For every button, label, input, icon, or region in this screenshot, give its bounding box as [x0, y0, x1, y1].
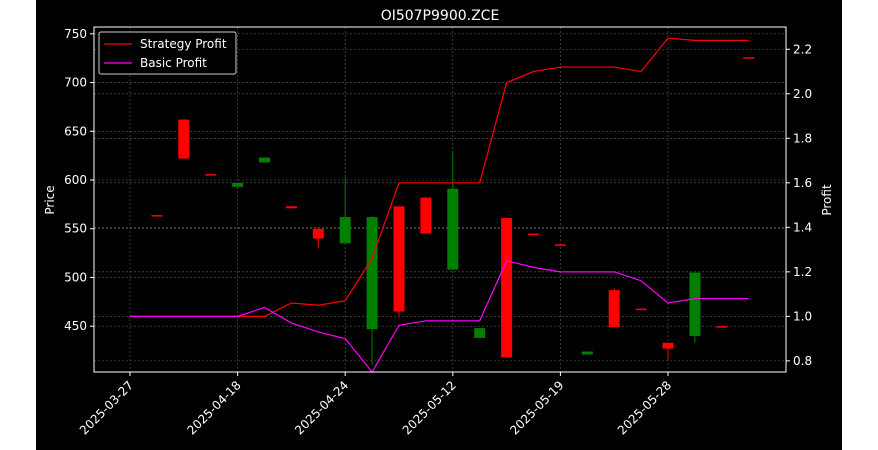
candle-body-14 — [501, 218, 513, 358]
x-tick-label-2: 2025-04-24 — [292, 378, 351, 437]
profit-lines-layer — [130, 37, 749, 374]
left-tick-label-2: 550 — [64, 222, 87, 236]
candle-body-2 — [178, 119, 190, 159]
candle-body-13 — [474, 328, 486, 338]
grid-lines — [94, 27, 786, 372]
right-tick-label-1: 1.0 — [793, 309, 812, 323]
right-tick-label-4: 1.6 — [793, 176, 812, 190]
left-tick-label-6: 750 — [64, 27, 87, 41]
legend: Strategy Profit Basic Profit — [98, 31, 237, 75]
candle-body-15 — [528, 233, 539, 236]
chart-title: OI507P9900.ZCE — [381, 8, 500, 24]
candle-body-9 — [366, 217, 378, 330]
candle-body-7 — [312, 228, 324, 239]
legend-label-strategy: Strategy Profit — [140, 37, 227, 51]
x-axis: 2025-03-27 2025-04-18 2025-04-24 2025-05-12… — [77, 372, 674, 437]
legend-box — [98, 31, 237, 75]
left-tick-label-1: 500 — [64, 270, 87, 284]
right-tick-label-0: 0.8 — [793, 354, 812, 368]
candle-body-1 — [151, 215, 163, 217]
candle-body-19 — [635, 308, 647, 311]
candle-body-5 — [259, 157, 270, 163]
right-tick-label-2: 1.2 — [793, 265, 812, 279]
left-tick-label-4: 650 — [64, 124, 87, 138]
candle-body-10 — [393, 206, 405, 312]
candle-body-21 — [689, 272, 701, 336]
x-tick-label-4: 2025-05-19 — [507, 378, 566, 437]
candle-body-18 — [608, 290, 620, 328]
series-line-0 — [130, 37, 749, 317]
candle-body-20 — [662, 342, 674, 349]
candle-body-22 — [716, 326, 728, 328]
right-tick-label-5: 1.8 — [793, 131, 812, 145]
left-tick-label-5: 700 — [64, 76, 87, 90]
candle-body-17 — [581, 351, 593, 355]
figure-background — [36, 0, 842, 450]
left-tick-label-3: 600 — [64, 173, 87, 187]
candle-body-6 — [285, 206, 297, 209]
candle-body-23 — [743, 57, 755, 59]
left-axis: 450 500 550 600 650 700 750 — [64, 27, 94, 333]
x-tick-label-1: 2025-04-18 — [185, 378, 244, 437]
x-tick-label-3: 2025-05-12 — [400, 378, 459, 437]
candle-body-16 — [554, 244, 566, 246]
right-tick-label-7: 2.2 — [793, 42, 812, 56]
x-tick-label-0: 2025-03-27 — [77, 378, 136, 437]
left-axis-title: Price — [43, 185, 57, 214]
candle-body-11 — [420, 197, 432, 234]
right-axis: 0.8 1.0 1.2 1.4 1.6 1.8 2.0 2.2 — [786, 42, 812, 368]
x-tick-label-5: 2025-05-28 — [615, 378, 674, 437]
right-tick-label-3: 1.4 — [793, 220, 812, 234]
candle-body-4 — [232, 182, 244, 187]
candle-body-12 — [447, 188, 459, 270]
candle-body-8 — [339, 217, 351, 244]
right-tick-label-6: 2.0 — [793, 87, 812, 101]
legend-label-basic: Basic Profit — [140, 56, 207, 70]
plot-area-frame — [93, 26, 787, 373]
right-axis-title: Profit — [820, 184, 834, 216]
left-tick-label-0: 450 — [64, 319, 87, 333]
candle-body-3 — [205, 174, 217, 176]
series-line-1 — [130, 260, 749, 374]
